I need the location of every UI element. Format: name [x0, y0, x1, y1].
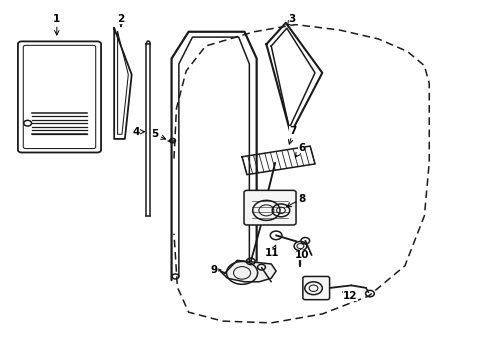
FancyBboxPatch shape: [244, 190, 295, 225]
Text: 7: 7: [288, 126, 296, 144]
Text: 6: 6: [295, 143, 305, 157]
Text: 12: 12: [342, 291, 357, 301]
Text: 9: 9: [210, 265, 220, 275]
Text: 11: 11: [264, 245, 279, 258]
Text: 1: 1: [53, 14, 61, 35]
Text: 4: 4: [133, 127, 144, 137]
Text: 8: 8: [286, 194, 305, 207]
FancyBboxPatch shape: [302, 276, 329, 300]
Polygon shape: [220, 260, 276, 282]
Text: 5: 5: [151, 129, 165, 139]
Text: 10: 10: [294, 249, 308, 260]
Text: 3: 3: [287, 14, 295, 26]
Text: 2: 2: [117, 14, 124, 27]
